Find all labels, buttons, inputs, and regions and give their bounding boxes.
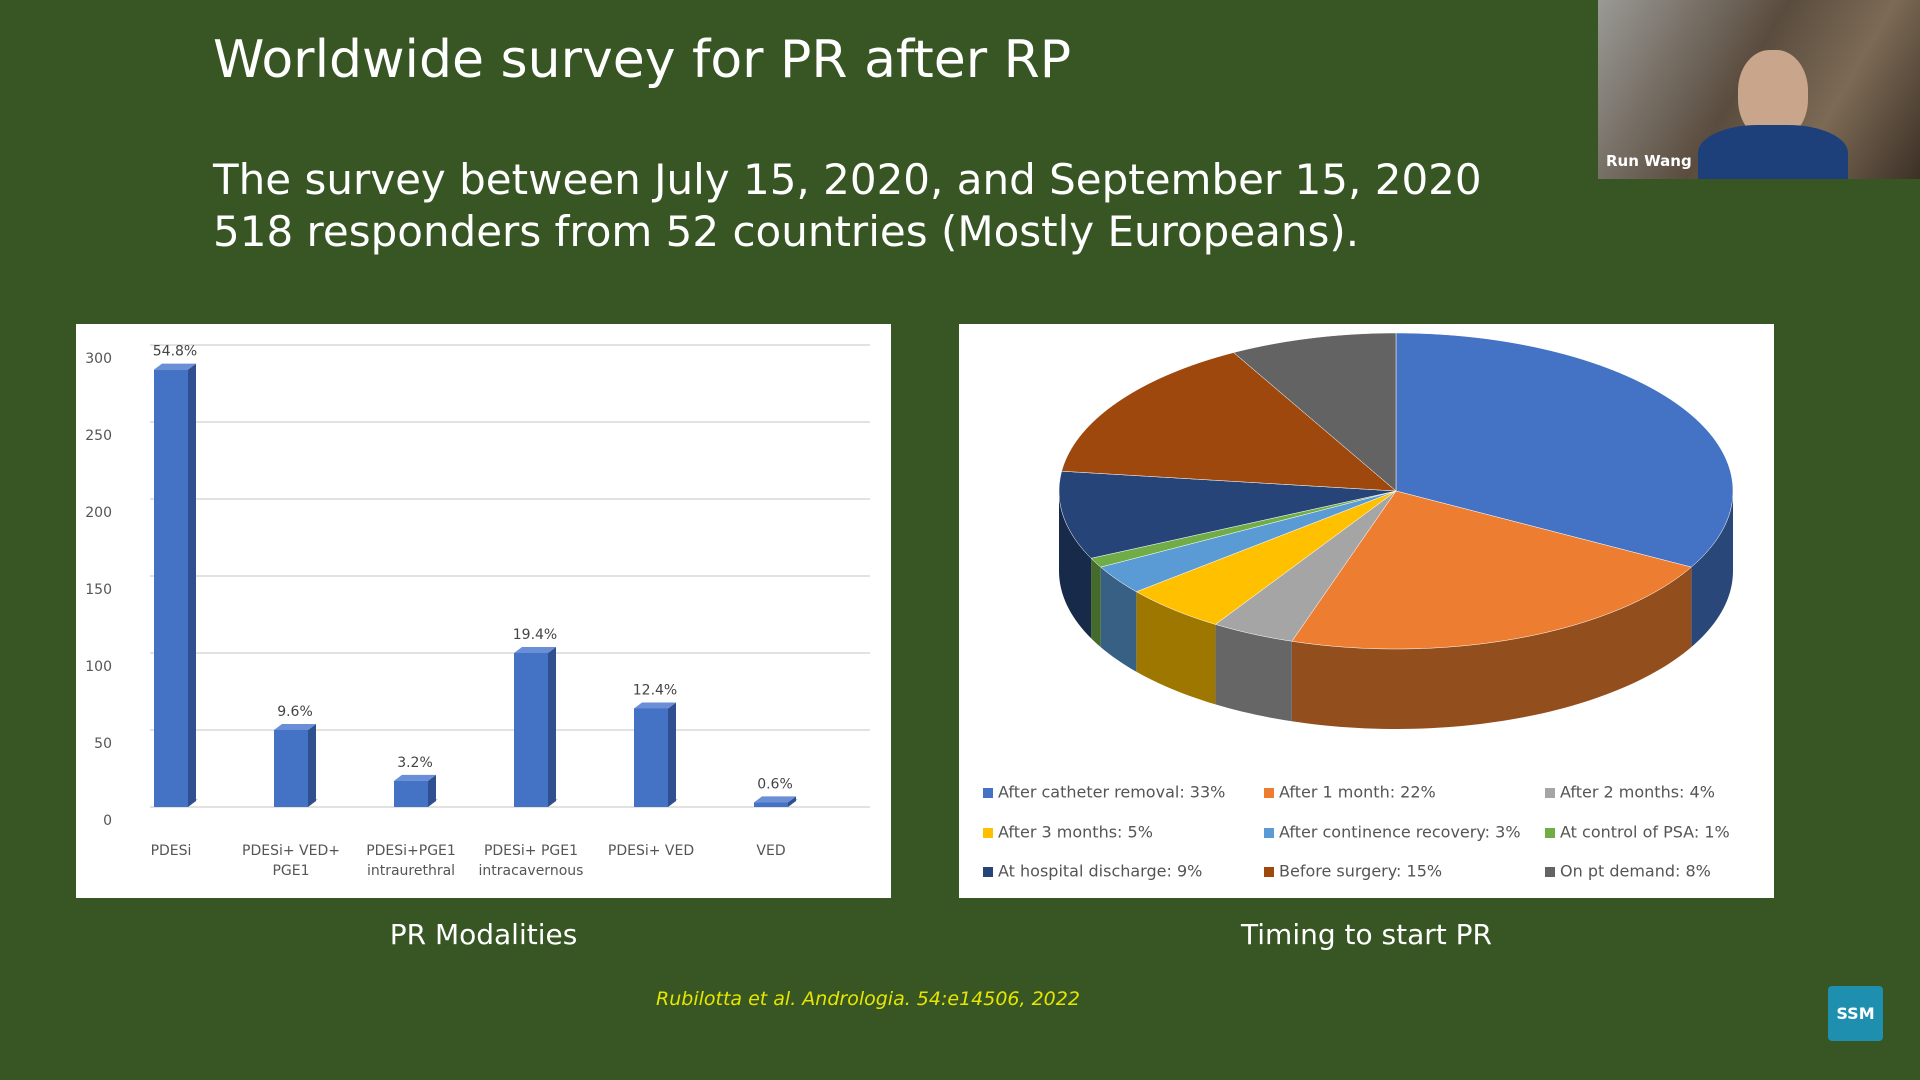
bar-top [634, 702, 676, 709]
legend-swatch [1545, 788, 1555, 798]
slice-side [1291, 567, 1692, 729]
x-tick-label: PDESi+ VED [607, 843, 695, 859]
bar-side [668, 702, 676, 807]
y-tick-label: 100 [85, 659, 112, 675]
slice-side [1100, 567, 1137, 672]
slide-title: Worldwide survey for PR after RP [213, 30, 1072, 90]
slice-side [1136, 591, 1216, 705]
legend-label: After 3 months: 5% [998, 823, 1153, 842]
slice-side [1059, 491, 1092, 639]
chart-caption: Timing to start PR [1241, 918, 1492, 951]
bar-top [394, 774, 436, 781]
bar [514, 653, 548, 807]
y-tick-label: 250 [85, 428, 112, 444]
logo: SSM [1828, 986, 1883, 1041]
slice-side [1091, 558, 1101, 648]
data-label: 19.4% [513, 627, 557, 643]
bar [394, 780, 428, 807]
legend-swatch [983, 867, 993, 877]
bar-top [514, 647, 556, 653]
legend-label: After 1 month: 22% [1279, 783, 1436, 802]
bar-top [274, 724, 316, 730]
bar [754, 802, 788, 807]
bar-side [428, 774, 436, 807]
legend-swatch [983, 788, 993, 798]
data-label: 3.2% [397, 755, 433, 771]
bar-side [548, 647, 556, 807]
legend-label: At hospital discharge: 9% [998, 862, 1202, 881]
slice [1061, 352, 1397, 492]
x-tick-label: PDESi+ VED+ PGE1 [242, 843, 340, 879]
legend-label: On pt demand: 8% [1560, 862, 1711, 881]
subtitle-line: 518 responders from 52 countries (Mostly… [213, 207, 1360, 256]
chart-caption: PR Modalities [389, 918, 578, 951]
bar-panel [76, 324, 891, 898]
x-tick-label: PDESi+ PGE1 intracavernous [478, 843, 584, 879]
bar-side [188, 363, 196, 807]
y-tick-label: 300 [85, 351, 112, 367]
slice [1291, 490, 1692, 650]
legend-label: Before surgery: 15% [1279, 862, 1442, 881]
data-label: 0.6% [757, 776, 793, 792]
bar [274, 730, 308, 807]
bar-top [154, 363, 196, 370]
legend-swatch [983, 828, 993, 838]
bar [154, 369, 188, 807]
legend-label: After catheter removal: 33% [998, 783, 1225, 802]
x-tick-label: PDESi [150, 843, 192, 859]
data-label: 9.6% [277, 704, 313, 720]
slice [1395, 332, 1734, 568]
legend-swatch [1545, 828, 1555, 838]
legend-swatch [1545, 867, 1555, 877]
slice [1214, 490, 1397, 642]
legend-swatch [1264, 828, 1274, 838]
y-tick-label: 150 [85, 582, 112, 598]
y-tick-label: 50 [94, 736, 112, 752]
subtitle-line: The survey between July 15, 2020, and Se… [213, 155, 1482, 204]
legend-label: After 2 months: 4% [1560, 783, 1715, 802]
slice [1100, 490, 1397, 592]
bar-side [308, 724, 316, 807]
slice [1135, 490, 1397, 625]
y-tick-label: 0 [103, 813, 112, 829]
slice [1233, 332, 1397, 492]
legend-label: At control of PSA: 1% [1560, 823, 1730, 842]
webcam-feed: Run Wang [1598, 0, 1920, 179]
bar-side [788, 796, 796, 807]
shirt [1698, 125, 1848, 179]
x-tick-label: PDESi+PGE1 intraurethral [366, 843, 456, 879]
data-label: 12.4% [633, 682, 677, 698]
legend-swatch [1264, 788, 1274, 798]
legend-swatch [1264, 867, 1274, 877]
participant-name: Run Wang [1606, 152, 1692, 170]
citation: Rubilotta et al. Andrologia. 54:e14506, … [656, 988, 1080, 1010]
bar [634, 708, 668, 807]
y-tick-label: 200 [85, 505, 112, 521]
legend-label: After continence recovery: 3% [1279, 823, 1521, 842]
data-label: 54.8% [153, 344, 197, 360]
slice-side [1215, 624, 1292, 722]
bar-top [754, 796, 796, 803]
slice [1058, 470, 1397, 559]
x-tick-label: VED [756, 843, 786, 859]
